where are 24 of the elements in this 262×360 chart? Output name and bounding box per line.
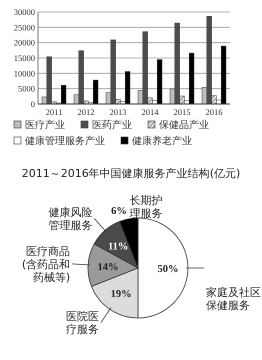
legend-label: 保健品产业 xyxy=(159,119,209,131)
legend-label: 健康养老产业 xyxy=(132,135,192,147)
x-tick-label: 2016 xyxy=(206,107,222,117)
data-label: 14% xyxy=(98,262,119,274)
y-tick-label: 15000 xyxy=(14,53,35,63)
data-label: 11% xyxy=(108,241,128,252)
data-label: 50% xyxy=(158,264,178,275)
y-tick-label: 0 xyxy=(30,99,35,109)
text: 2011～2016年中国健康服务产业结构(亿元) xyxy=(22,167,240,180)
y-tick-label: 5000 xyxy=(18,84,35,94)
x-tick-label: 2011 xyxy=(46,107,62,117)
x-tick-label: 2014 xyxy=(142,107,160,117)
legend-label: 医药产业 xyxy=(92,119,132,131)
y-tick-label: 25000 xyxy=(14,22,35,32)
x-tick-label: 2015 xyxy=(174,107,190,117)
x-tick-label: 2013 xyxy=(110,107,126,117)
legend-label: 健康管理服务产业 xyxy=(25,135,105,147)
legend-label: 医疗产业 xyxy=(25,119,65,131)
x-tick-label: 2012 xyxy=(78,107,94,117)
y-tick-label: 30000 xyxy=(14,7,35,17)
y-tick-label: 10000 xyxy=(14,68,35,78)
y-tick-label: 20000 xyxy=(14,38,35,48)
data-label: 6% xyxy=(111,206,127,218)
data-label: 19% xyxy=(110,288,132,300)
